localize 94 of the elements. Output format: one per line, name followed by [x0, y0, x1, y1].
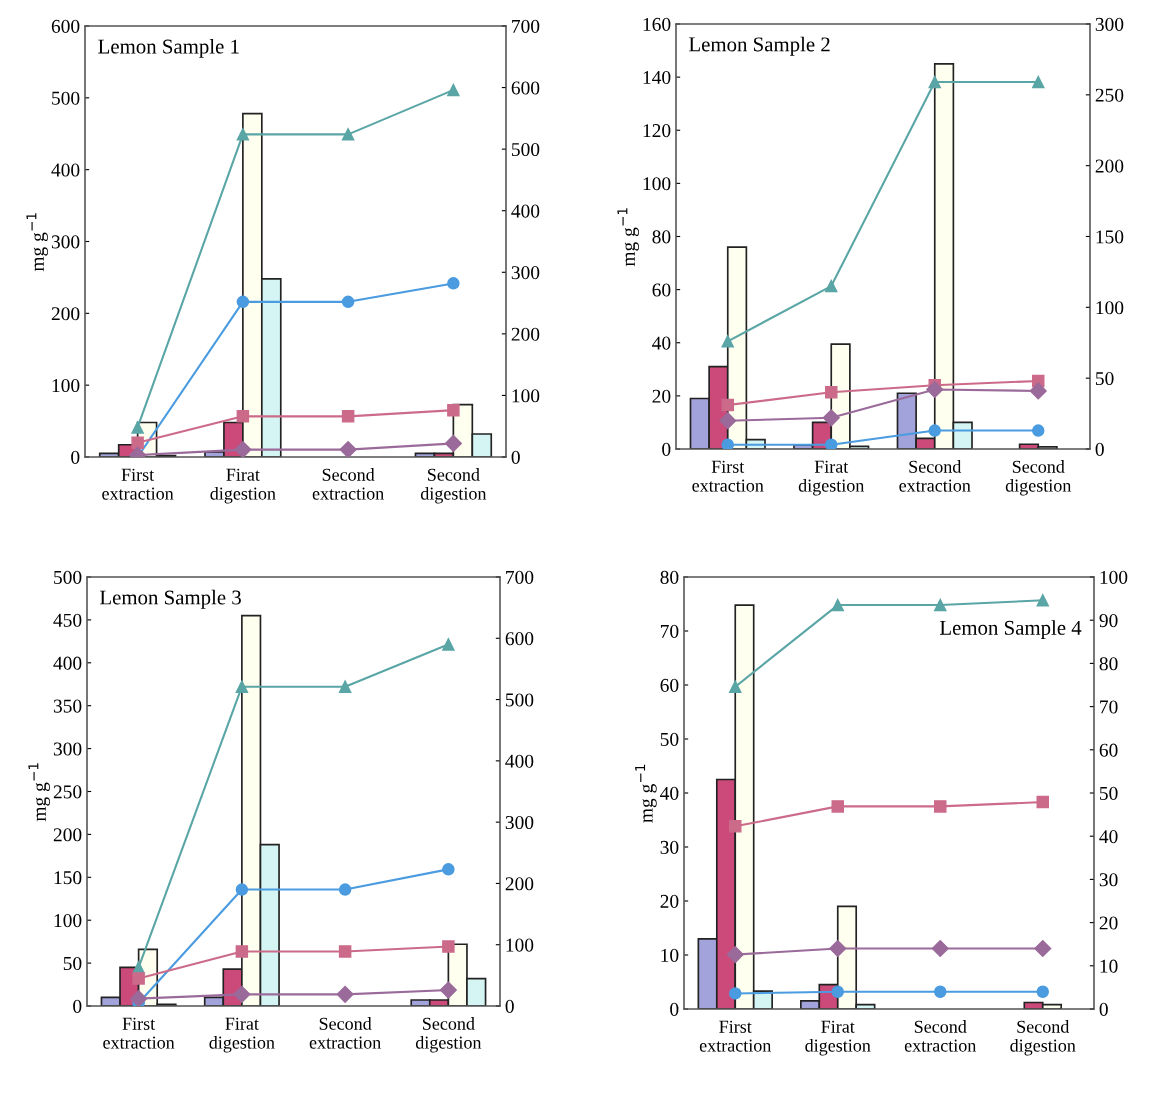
- y-tick-label: 80: [652, 230, 671, 244]
- y-tick-label: 0: [662, 442, 671, 456]
- y-tick-label: 300: [53, 742, 82, 756]
- y-tick-label: 140: [643, 70, 671, 85]
- y-tick-label: 60: [652, 283, 671, 297]
- x-tick-label: Second extraction: [904, 1020, 977, 1052]
- x-tick-label: Second extraction: [899, 460, 971, 492]
- y2-tick-label: 400: [511, 204, 540, 218]
- text: Lemon Sample 3: [99, 589, 241, 609]
- y-tick-label: 30: [660, 840, 679, 854]
- y-tick-label: 80: [660, 570, 679, 584]
- y-tick-label: 160: [643, 17, 671, 31]
- y-tick-label: 100: [52, 378, 80, 393]
- y-tick-label: 500: [52, 91, 80, 105]
- x-tick-label: First extraction: [102, 468, 174, 500]
- y-tick-label: 10: [661, 948, 679, 962]
- y2-tick-label: 600: [505, 632, 534, 646]
- y2-tick-label: 80: [1099, 657, 1118, 671]
- y-tick-label: 0: [71, 450, 80, 464]
- y-tick-label: 200: [51, 307, 80, 321]
- y2-tick-label: 300: [511, 266, 540, 280]
- y2-tick-label: 60: [1099, 743, 1118, 757]
- y-tick-label: 100: [643, 177, 671, 191]
- y-axis-title: mg g$^{−1}$: [635, 764, 657, 823]
- y-tick-label: 400: [53, 656, 82, 670]
- y2-tick-label: 600: [511, 81, 540, 95]
- y2-tick-label: 30: [1099, 873, 1118, 887]
- x-tick-label: Firat digestion: [210, 468, 276, 504]
- y-tick-label: 400: [51, 163, 80, 177]
- x-tick-label: Firat digestion: [798, 460, 865, 496]
- y2-tick-label: 0: [505, 999, 514, 1013]
- y2-tick-label: 500: [511, 142, 540, 157]
- y2-tick-label: 250: [1095, 88, 1124, 102]
- x-tick-label: Second extraction: [312, 468, 384, 500]
- y2-tick-label: 50: [1099, 786, 1118, 800]
- y-tick-label: 350: [53, 699, 82, 713]
- x-tick-label: Second digestion: [415, 1017, 482, 1053]
- y2-tick-label: 50: [1095, 371, 1114, 386]
- y2-tick-label: 100: [512, 389, 540, 403]
- x-tick-label: Second digestion: [1005, 460, 1072, 496]
- y2-tick-label: 100: [506, 938, 534, 952]
- y-axis-title: mg g$^{−1}$: [28, 763, 50, 822]
- x-tick-label: First extraction: [699, 1020, 772, 1052]
- y-tick-label: 0: [670, 1002, 679, 1016]
- y-tick-label: 40: [652, 336, 671, 350]
- x-tick-label: First extraction: [692, 460, 764, 492]
- y-tick-label: 50: [63, 956, 82, 971]
- y-tick-label: 120: [643, 124, 671, 138]
- y-tick-label: 100: [54, 914, 82, 928]
- y2-tick-label: 10: [1100, 959, 1118, 973]
- y2-tick-label: 0: [511, 450, 520, 464]
- y-tick-label: 300: [51, 235, 80, 249]
- y-tick-label: 70: [660, 624, 679, 638]
- y-tick-label: 50: [660, 732, 679, 746]
- y-tick-label: 200: [53, 828, 82, 842]
- y2-tick-label: 300: [1095, 17, 1124, 31]
- y2-tick-label: 40: [1099, 830, 1118, 844]
- x-tick-label: First extraction: [103, 1017, 175, 1049]
- x-tick-label: Second digestion: [1010, 1020, 1076, 1056]
- y-tick-label: 150: [54, 871, 82, 885]
- x-tick-label: Second digestion: [420, 468, 487, 504]
- y2-tick-label: 400: [505, 754, 534, 768]
- y-tick-label: 20: [660, 894, 679, 908]
- text: Lemon Sample 2: [689, 36, 830, 56]
- y-tick-label: 20: [652, 389, 671, 403]
- y2-tick-label: 0: [1099, 1002, 1108, 1016]
- y2-tick-label: 700: [506, 570, 534, 584]
- y2-tick-label: 700: [512, 19, 540, 33]
- y2-tick-label: 500: [505, 693, 534, 707]
- text: Lemon Sample 1: [98, 38, 239, 58]
- y2-tick-label: 70: [1100, 700, 1118, 714]
- y-axis-title: mg g$^{−1}$: [617, 208, 639, 267]
- y2-tick-label: 200: [505, 877, 534, 891]
- y2-tick-label: 300: [505, 815, 534, 830]
- y-tick-label: 0: [73, 999, 82, 1013]
- y2-tick-label: 0: [1095, 442, 1104, 456]
- y-tick-label: 250: [53, 785, 82, 799]
- y-tick-label: 60: [660, 678, 679, 692]
- y2-tick-label: 150: [1096, 230, 1124, 244]
- y2-tick-label: 200: [1095, 159, 1124, 173]
- x-tick-label: Firat digestion: [805, 1020, 871, 1056]
- y-tick-label: 600: [51, 19, 80, 33]
- x-tick-label: Second extraction: [309, 1017, 381, 1049]
- y2-tick-label: 200: [511, 327, 540, 341]
- y2-tick-label: 90: [1099, 614, 1118, 628]
- text: Lemon Sample 4: [939, 620, 1082, 640]
- y-axis-title: mg g$^{−1}$: [26, 213, 48, 272]
- y2-tick-label: 100: [1100, 570, 1128, 584]
- y-tick-label: 450: [53, 613, 82, 627]
- y-tick-label: 500: [54, 570, 82, 584]
- y2-tick-label: 20: [1099, 916, 1118, 930]
- y2-tick-label: 100: [1096, 301, 1124, 315]
- x-tick-label: Firat digestion: [209, 1017, 275, 1053]
- y-tick-label: 40: [660, 786, 679, 800]
